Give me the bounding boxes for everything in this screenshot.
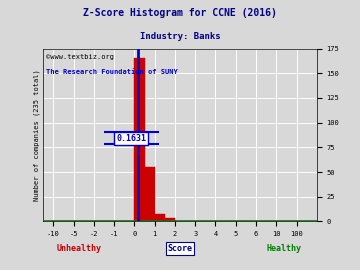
Text: The Research Foundation of SUNY: The Research Foundation of SUNY xyxy=(46,69,178,75)
Text: ©www.textbiz.org: ©www.textbiz.org xyxy=(46,54,114,60)
Text: Z-Score Histogram for CCNE (2016): Z-Score Histogram for CCNE (2016) xyxy=(83,8,277,18)
Y-axis label: Number of companies (235 total): Number of companies (235 total) xyxy=(34,69,40,201)
Text: Healthy: Healthy xyxy=(266,244,301,253)
Bar xyxy=(134,59,144,221)
Bar xyxy=(144,167,155,221)
Text: 0.1631: 0.1631 xyxy=(116,134,146,143)
Bar xyxy=(165,218,175,221)
Text: Score: Score xyxy=(167,244,193,253)
Bar xyxy=(155,214,165,221)
Text: Industry: Banks: Industry: Banks xyxy=(140,32,220,41)
Text: Unhealthy: Unhealthy xyxy=(56,244,101,253)
